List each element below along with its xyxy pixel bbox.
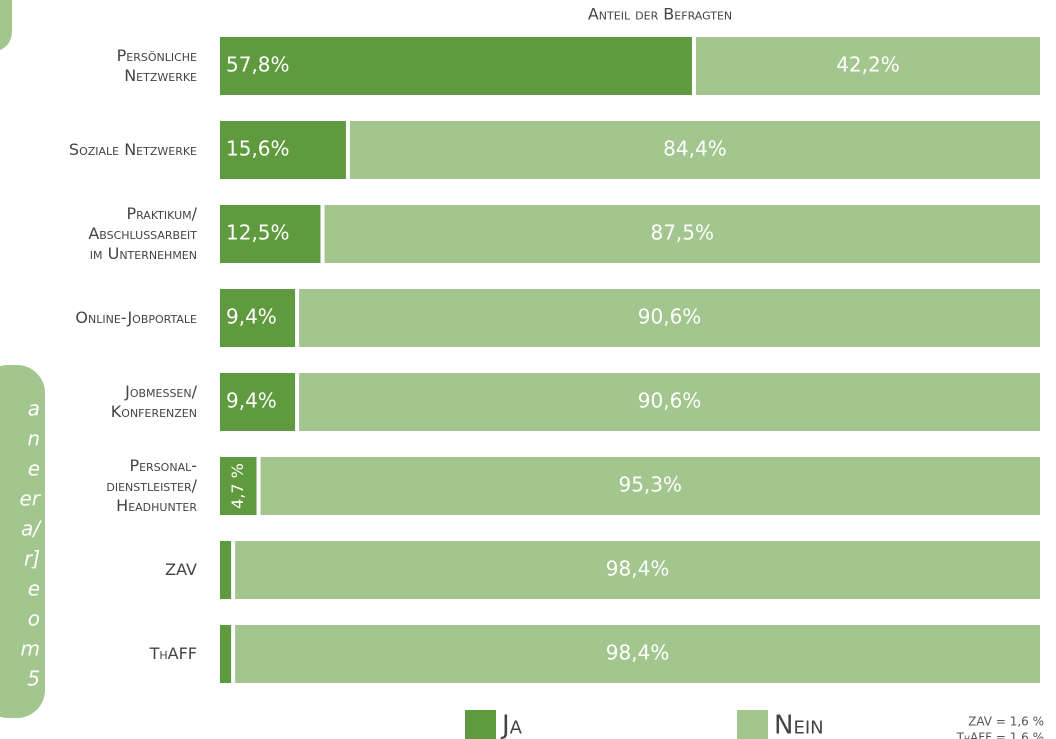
side-text: e bbox=[28, 577, 40, 601]
bar-segment bbox=[220, 373, 296, 431]
value-label: 57,8% bbox=[226, 53, 290, 77]
value-label: 9,4% bbox=[226, 305, 277, 329]
bar-segment bbox=[260, 457, 1040, 515]
value-label: 9,4% bbox=[226, 389, 277, 413]
side-text: 5 bbox=[27, 667, 40, 691]
bar-segment bbox=[235, 541, 1040, 599]
category-label: Online-Jobportale bbox=[75, 308, 197, 327]
value-label: 4,7 % bbox=[228, 463, 247, 509]
bar-segment bbox=[299, 373, 1041, 431]
side-text: r] bbox=[24, 547, 40, 571]
category-label: Personal- dienstleister/ Headhunter bbox=[106, 456, 197, 515]
bar-segment bbox=[220, 289, 296, 347]
value-label: 98,4% bbox=[606, 641, 670, 665]
side-text: e bbox=[28, 457, 40, 481]
bar-segment bbox=[220, 121, 346, 179]
side-text: a bbox=[28, 397, 40, 421]
value-label: 87,5% bbox=[650, 221, 714, 245]
side-text: o bbox=[28, 607, 40, 631]
decoration bbox=[0, 0, 12, 50]
value-label: 98,4% bbox=[606, 557, 670, 581]
side-box bbox=[0, 365, 45, 718]
value-label: 90,6% bbox=[638, 389, 702, 413]
value-label: 15,6% bbox=[226, 137, 290, 161]
value-label: 42,2% bbox=[836, 53, 900, 77]
value-label: 95,3% bbox=[618, 473, 682, 497]
footnote: ZAV = 1,6 % bbox=[968, 715, 1044, 729]
side-text: er bbox=[19, 487, 41, 511]
side-text: a/ bbox=[21, 517, 42, 541]
legend-swatch bbox=[465, 710, 496, 739]
bar-segment bbox=[299, 289, 1041, 347]
legend-label: Ja bbox=[500, 711, 523, 739]
chart-title: Anteil der Befragten bbox=[588, 5, 732, 24]
bar-segment bbox=[220, 457, 257, 515]
category-label: Soziale Netzwerke bbox=[68, 140, 197, 159]
side-text: n bbox=[27, 427, 40, 451]
category-label: Jobmessen/ Konferenzen bbox=[110, 382, 197, 421]
value-label: 84,4% bbox=[663, 137, 727, 161]
bar-segment bbox=[220, 205, 321, 263]
legend-label: Nein bbox=[774, 711, 824, 739]
bar-segment bbox=[220, 37, 692, 95]
bar-segment bbox=[695, 37, 1040, 95]
category-label: ZAV bbox=[165, 560, 197, 579]
value-label: 12,5% bbox=[226, 221, 290, 245]
bar-segment bbox=[220, 541, 232, 599]
side-text: m bbox=[21, 637, 40, 661]
category-label: Praktikum/ Abschlussarbeit im Unternehme… bbox=[88, 204, 197, 263]
bar-segment bbox=[349, 121, 1040, 179]
legend-swatch bbox=[737, 710, 768, 739]
category-label: ThAFF bbox=[149, 644, 197, 663]
footnote: ThAFF = 1,6 % bbox=[956, 731, 1044, 739]
value-label: 90,6% bbox=[638, 305, 702, 329]
category-label: Persönliche Netzwerke bbox=[116, 46, 197, 85]
bar-segment bbox=[324, 205, 1040, 263]
bar-segment bbox=[220, 625, 232, 683]
bar-segment bbox=[235, 625, 1040, 683]
